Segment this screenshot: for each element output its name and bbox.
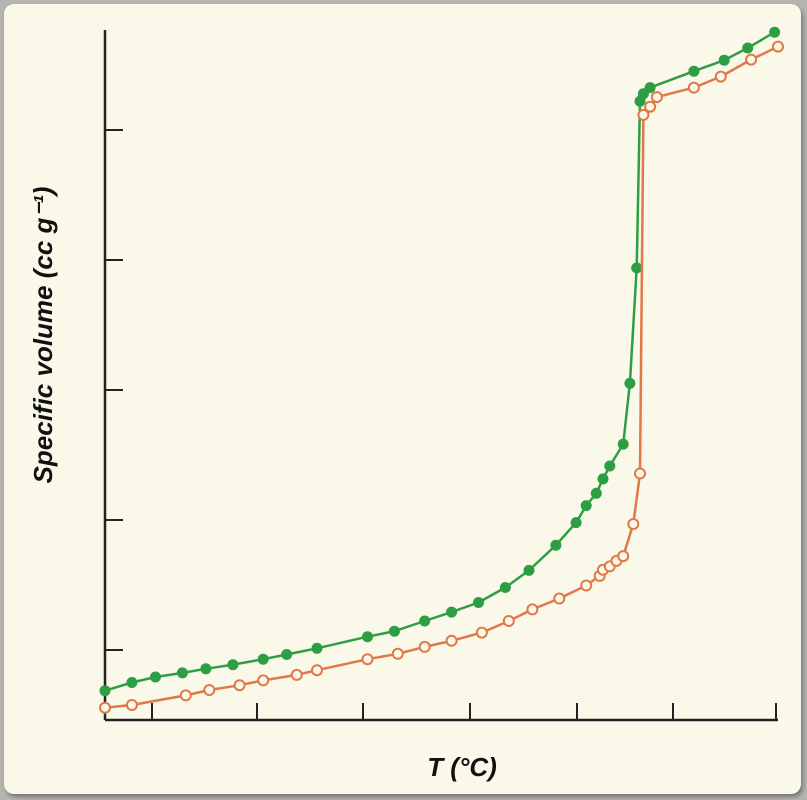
- series-1-line: [104, 31, 776, 692]
- series-1-point: [644, 82, 656, 94]
- series-2-point: [502, 615, 515, 627]
- series-1-point: [446, 606, 458, 618]
- series-1-point: [550, 539, 562, 551]
- series-layer: [99, 26, 784, 714]
- series-1-point: [150, 671, 161, 683]
- series-2-point: [617, 550, 630, 563]
- series-2-point: [361, 653, 374, 666]
- axes: [103, 30, 778, 722]
- x-axis-title: T (°C): [427, 752, 497, 782]
- series-2-point: [99, 701, 111, 714]
- series-1-point: [311, 642, 323, 654]
- x-ticks: [151, 703, 777, 720]
- series-2-point: [644, 100, 657, 113]
- series-2-point: [418, 640, 431, 653]
- series-2-point: [475, 626, 488, 639]
- series-2-point: [125, 699, 138, 711]
- series-2-point: [391, 647, 404, 660]
- series-2-point: [445, 634, 458, 647]
- series-1-point: [473, 597, 484, 608]
- series-1: [99, 26, 781, 697]
- series-2-point: [233, 679, 246, 692]
- series-1-point: [99, 685, 111, 697]
- series-2-point: [526, 603, 539, 616]
- series-2-point: [311, 664, 323, 677]
- series-1-point: [688, 65, 700, 77]
- series-1-point: [718, 54, 730, 66]
- series-1-point: [590, 487, 602, 499]
- series-2-line: [104, 45, 779, 709]
- series-2-point: [745, 53, 758, 66]
- series-1-point: [362, 631, 373, 643]
- series-1-point: [499, 582, 511, 593]
- series-2-point: [637, 108, 650, 121]
- series-1-point: [631, 262, 643, 274]
- series-2-point: [257, 674, 270, 687]
- series-2-point: [580, 579, 593, 592]
- series-1-point: [604, 460, 616, 472]
- series-2-point: [553, 592, 566, 605]
- series-1-point: [617, 438, 629, 450]
- series-1-point: [388, 625, 400, 637]
- series-2-point: [203, 684, 216, 696]
- y-ticks: [105, 129, 123, 651]
- series-2: [99, 40, 784, 714]
- series-2-point: [650, 91, 663, 104]
- series-1-point: [200, 663, 212, 675]
- series-2-point: [634, 467, 646, 480]
- y-axis-title: Specific volume (cc g⁻¹): [28, 187, 58, 484]
- series-1-point: [570, 517, 582, 529]
- series-1-point: [227, 659, 239, 671]
- series-1-point: [419, 615, 431, 627]
- series-2-point: [627, 518, 640, 530]
- series-2-point: [687, 81, 700, 94]
- series-2-point: [179, 689, 192, 702]
- series-1-point: [742, 42, 754, 54]
- chart-frame: [4, 4, 801, 794]
- series-1-point: [624, 377, 636, 389]
- series-1-point: [597, 473, 609, 485]
- series-1-point: [126, 677, 138, 688]
- series-2-point: [772, 40, 784, 53]
- series-2-point: [290, 668, 303, 681]
- series-2-point: [714, 70, 727, 83]
- series-1-point: [769, 26, 781, 38]
- series-1-point: [281, 649, 293, 660]
- series-1-point: [176, 667, 188, 679]
- series-1-point: [580, 500, 592, 512]
- series-1-point: [523, 564, 535, 576]
- series-1-point: [257, 653, 269, 665]
